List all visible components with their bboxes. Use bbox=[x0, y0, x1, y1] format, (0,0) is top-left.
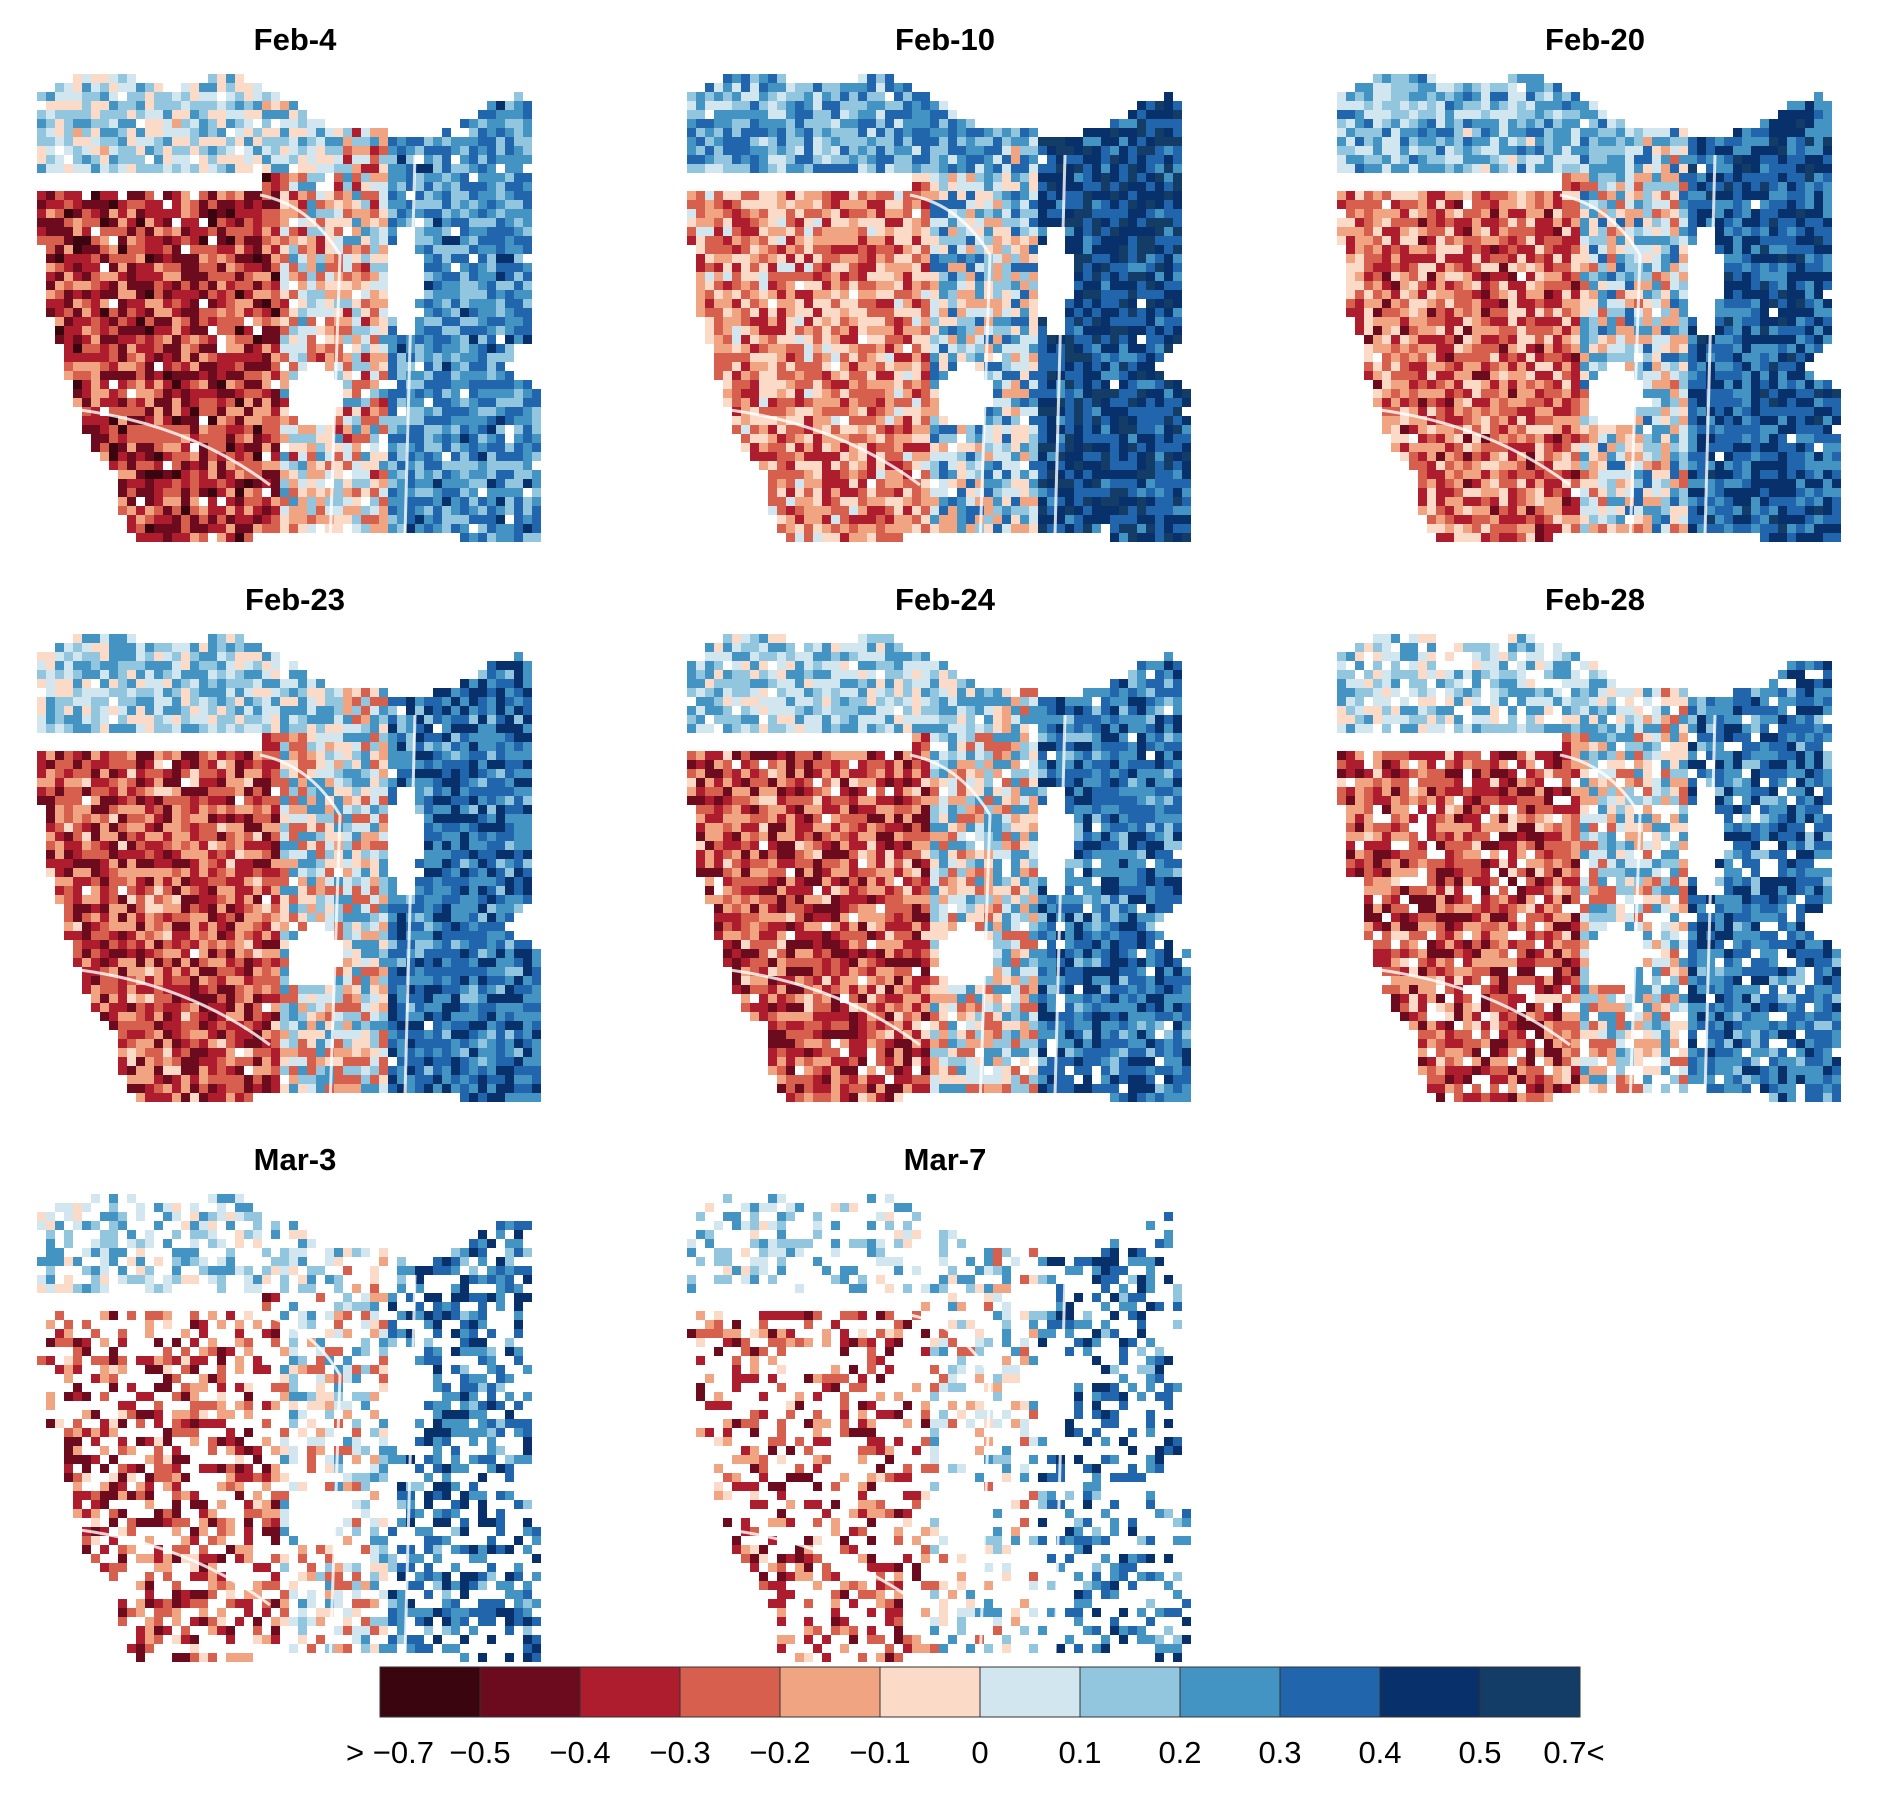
colorbar-swatch bbox=[579, 1666, 681, 1718]
colorbar-tick-label: 0.7< bbox=[1543, 1735, 1605, 1770]
colorbar-tick-label: −0.4 bbox=[549, 1735, 611, 1770]
panel-title: Feb-10 bbox=[895, 22, 995, 57]
colorbar-tick-label: 0.2 bbox=[1158, 1735, 1202, 1770]
colorbar-swatch bbox=[1179, 1666, 1281, 1718]
linear-feature bbox=[79, 408, 271, 487]
colorbar-tick-label: 0.3 bbox=[1258, 1735, 1302, 1770]
map-panel-mar-3: Mar-3 bbox=[10, 1140, 580, 1700]
colorbar-swatch bbox=[979, 1666, 1081, 1718]
colorbar-swatch bbox=[779, 1666, 881, 1718]
map-panel-mar-7: Mar-7 bbox=[660, 1140, 1230, 1700]
colorbar-swatch bbox=[1479, 1666, 1581, 1718]
linear-feature bbox=[1053, 154, 1067, 536]
map-raster bbox=[31, 1192, 541, 1667]
map-raster bbox=[681, 72, 1191, 547]
linear-feature bbox=[403, 714, 417, 1096]
linear-feature bbox=[1379, 408, 1571, 487]
linear-feature bbox=[729, 1528, 921, 1607]
colorbar-tick-label: 0.4 bbox=[1358, 1735, 1402, 1770]
linear-feature bbox=[403, 154, 417, 536]
colorbar-swatch bbox=[379, 1666, 481, 1718]
colorbar-swatch bbox=[879, 1666, 981, 1718]
colorbar-tick-label: −0.3 bbox=[649, 1735, 711, 1770]
colorbar-tick-label: 0.5 bbox=[1458, 1735, 1502, 1770]
map-raster bbox=[1331, 72, 1841, 547]
colorbar-tick-label: −0.1 bbox=[849, 1735, 911, 1770]
linear-feature bbox=[1053, 714, 1067, 1096]
linear-feature bbox=[909, 753, 992, 1106]
linear-feature bbox=[1053, 1274, 1067, 1656]
linear-feature bbox=[259, 1313, 342, 1666]
map-raster bbox=[681, 632, 1191, 1107]
panel-title: Feb-28 bbox=[1545, 582, 1645, 617]
map-panel-feb-24: Feb-24 bbox=[660, 580, 1230, 1140]
linear-feature bbox=[1703, 154, 1717, 536]
colorbar-tick-label: 0 bbox=[971, 1735, 989, 1770]
map-panel-feb-10: Feb-10 bbox=[660, 20, 1230, 580]
linear-feature bbox=[1379, 968, 1571, 1047]
map-raster bbox=[681, 1192, 1191, 1667]
colorbar-swatch bbox=[679, 1666, 781, 1718]
linear-feature bbox=[403, 1274, 417, 1656]
linear-feature bbox=[1559, 753, 1642, 1106]
panel-title: Feb-4 bbox=[253, 22, 337, 57]
map-panel-feb-20: Feb-20 bbox=[1310, 20, 1880, 580]
colorbar-swatch bbox=[1079, 1666, 1181, 1718]
linear-feature bbox=[1559, 193, 1642, 546]
colorbar-tick-label: −0.5 bbox=[449, 1735, 511, 1770]
linear-feature bbox=[729, 968, 921, 1047]
panel-title: Feb-23 bbox=[245, 582, 345, 617]
linear-feature bbox=[79, 1528, 271, 1607]
map-panel-feb-28: Feb-28 bbox=[1310, 580, 1880, 1140]
linear-feature bbox=[909, 193, 992, 546]
panel-title: Feb-20 bbox=[1545, 22, 1645, 57]
linear-feature bbox=[909, 1313, 992, 1666]
colorbar bbox=[379, 1666, 1581, 1718]
linear-feature bbox=[729, 408, 921, 487]
colorbar-tick-label: 0.1 bbox=[1058, 1735, 1102, 1770]
linear-feature bbox=[259, 753, 342, 1106]
map-panel-feb-4: Feb-4 bbox=[10, 20, 580, 580]
colorbar-legend: > −0.7 −0.5 −0.4 −0.3 −0.2 −0.1 0 0.1 0.2 0.3 0.4 0… bbox=[346, 1665, 1605, 1785]
panel-title: Mar-3 bbox=[253, 1142, 337, 1177]
map-raster bbox=[31, 632, 541, 1107]
colorbar-swatch bbox=[1279, 1666, 1381, 1718]
colorbar-swatch bbox=[479, 1666, 581, 1718]
panel-title: Mar-7 bbox=[903, 1142, 987, 1177]
panel-title: Feb-24 bbox=[895, 582, 995, 617]
map-raster bbox=[31, 72, 541, 547]
linear-feature bbox=[79, 968, 271, 1047]
linear-feature bbox=[1703, 714, 1717, 1096]
colorbar-tick-label: > −0.7 bbox=[346, 1735, 434, 1770]
map-raster bbox=[1331, 632, 1841, 1107]
map-panel-feb-23: Feb-23 bbox=[10, 580, 580, 1140]
colorbar-tick-label: −0.2 bbox=[749, 1735, 811, 1770]
colorbar-swatch bbox=[1379, 1666, 1481, 1718]
linear-feature bbox=[259, 193, 342, 546]
